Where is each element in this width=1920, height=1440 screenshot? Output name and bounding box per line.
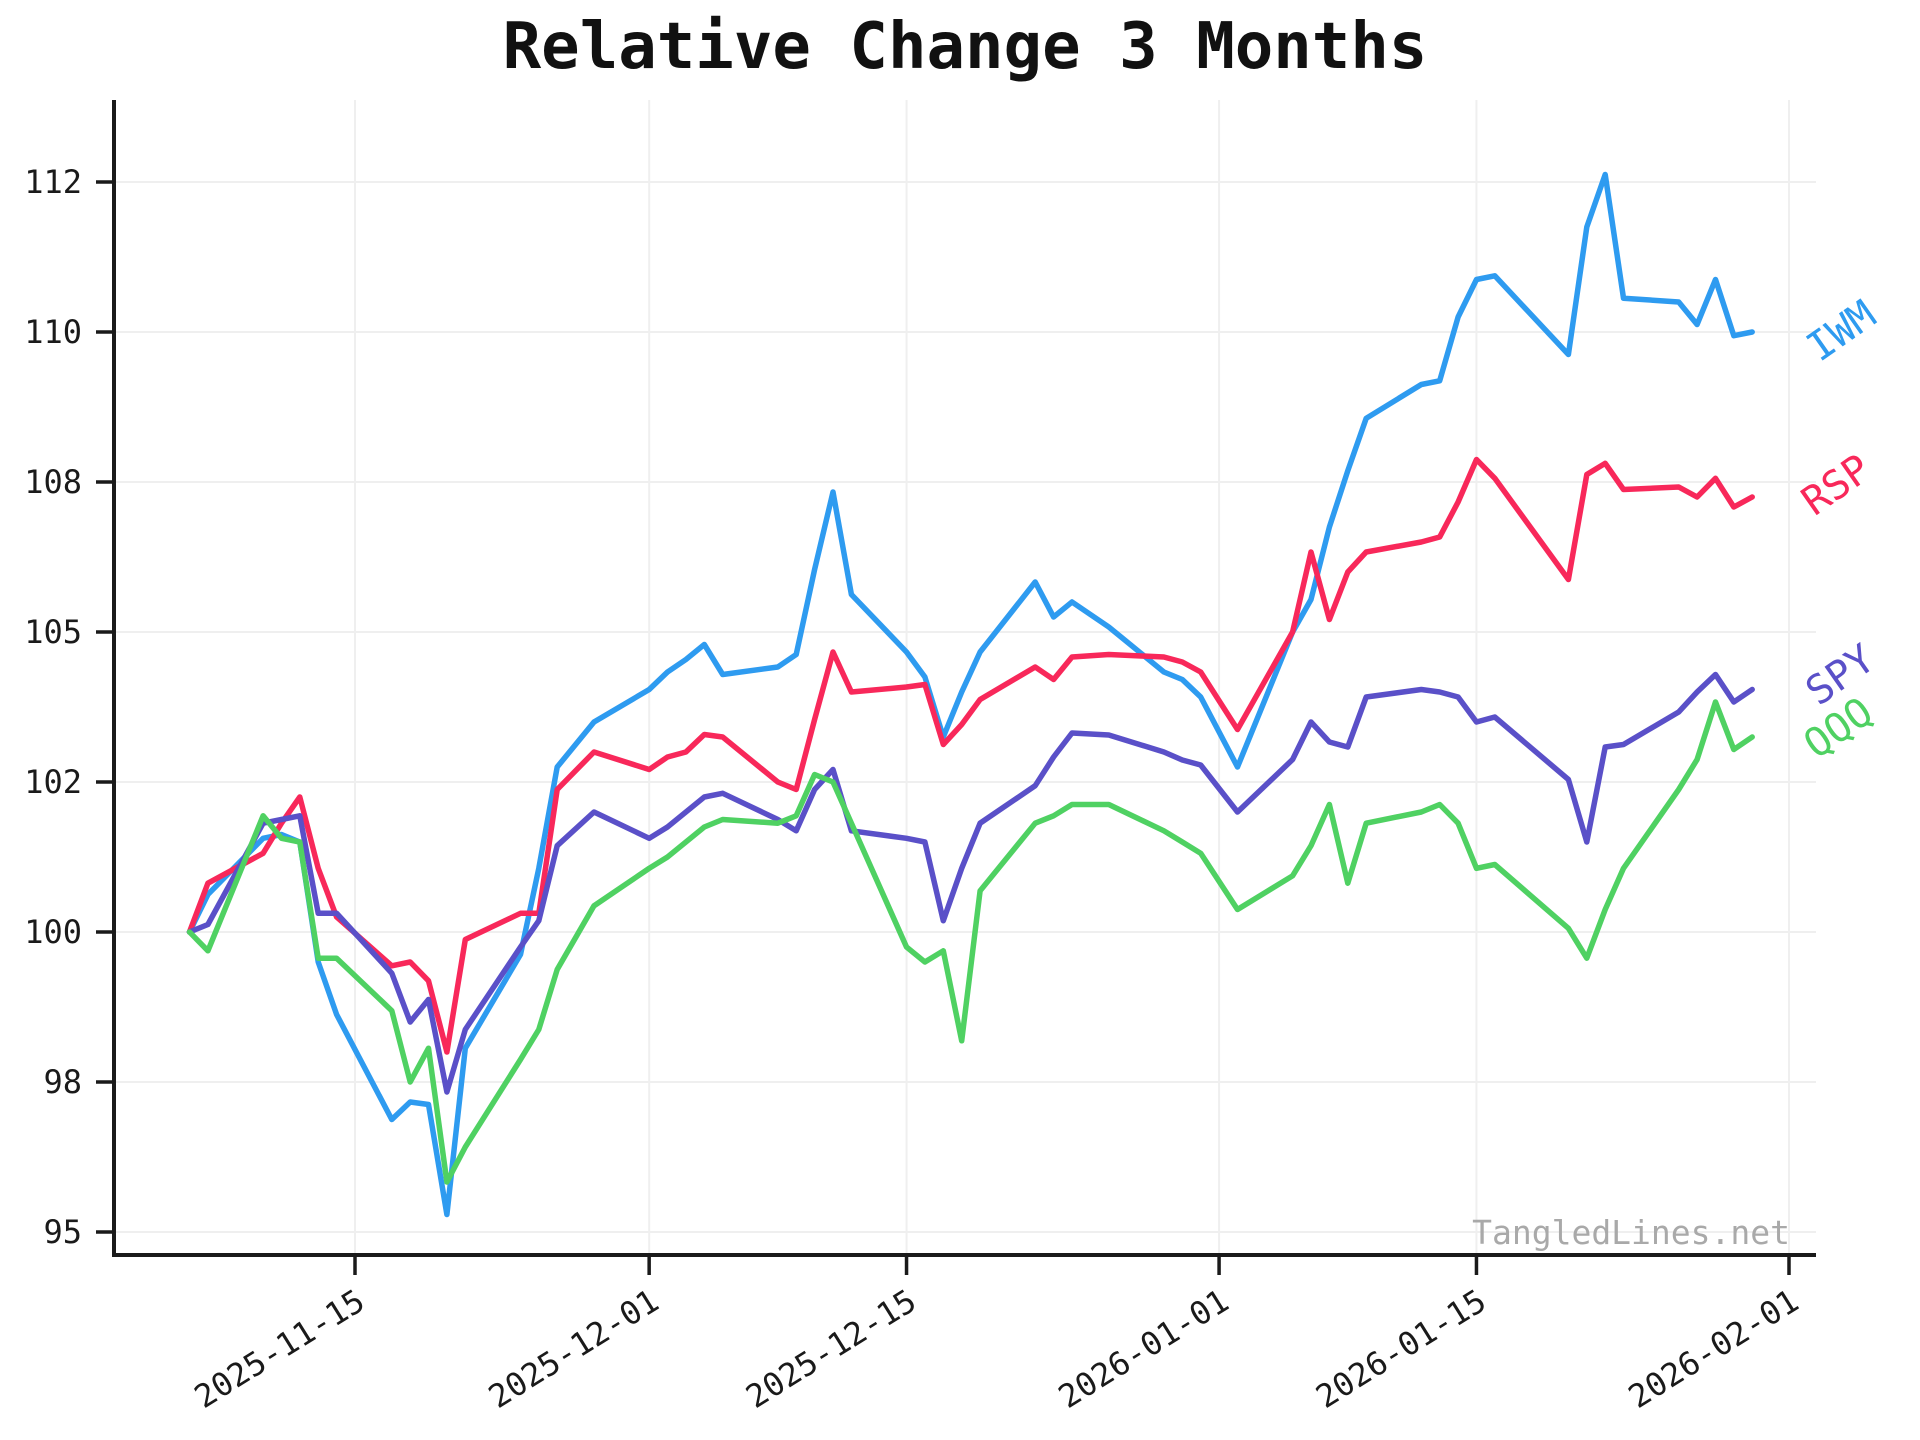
y-tick-label: 112 (24, 163, 82, 201)
y-tick-label: 102 (24, 763, 82, 801)
series-line-RSP (186, 456, 1755, 1055)
x-tick-label: 2025-12-01 (482, 1282, 666, 1416)
watermark: TangledLines.net (1472, 1213, 1790, 1252)
x-tick-label: 2025-12-15 (739, 1282, 923, 1416)
series-line-QQQ (186, 699, 1755, 1185)
y-tick-label: 110 (24, 313, 82, 351)
y-tick-label: 100 (24, 913, 82, 951)
legend-label-RSP: RSP (1794, 446, 1880, 525)
series-line-IWM (186, 171, 1755, 1218)
y-tick-label: 108 (24, 463, 82, 501)
legend-label-QQQ: QQQ (1796, 689, 1882, 768)
legend-label-IWM: IWM (1799, 292, 1885, 371)
chart-title: Relative Change 3 Months (502, 10, 1428, 84)
x-tick-label: 2025-11-15 (188, 1282, 372, 1416)
y-tick-label: 98 (43, 1063, 82, 1101)
y-tick-label: 105 (24, 613, 82, 651)
series-line-SPY (186, 671, 1755, 1095)
x-tick-label: 2026-01-01 (1052, 1282, 1236, 1416)
x-tick-label: 2026-02-01 (1622, 1282, 1806, 1416)
y-tick-label: 95 (43, 1213, 82, 1251)
x-tick-label: 2026-01-15 (1309, 1282, 1493, 1416)
